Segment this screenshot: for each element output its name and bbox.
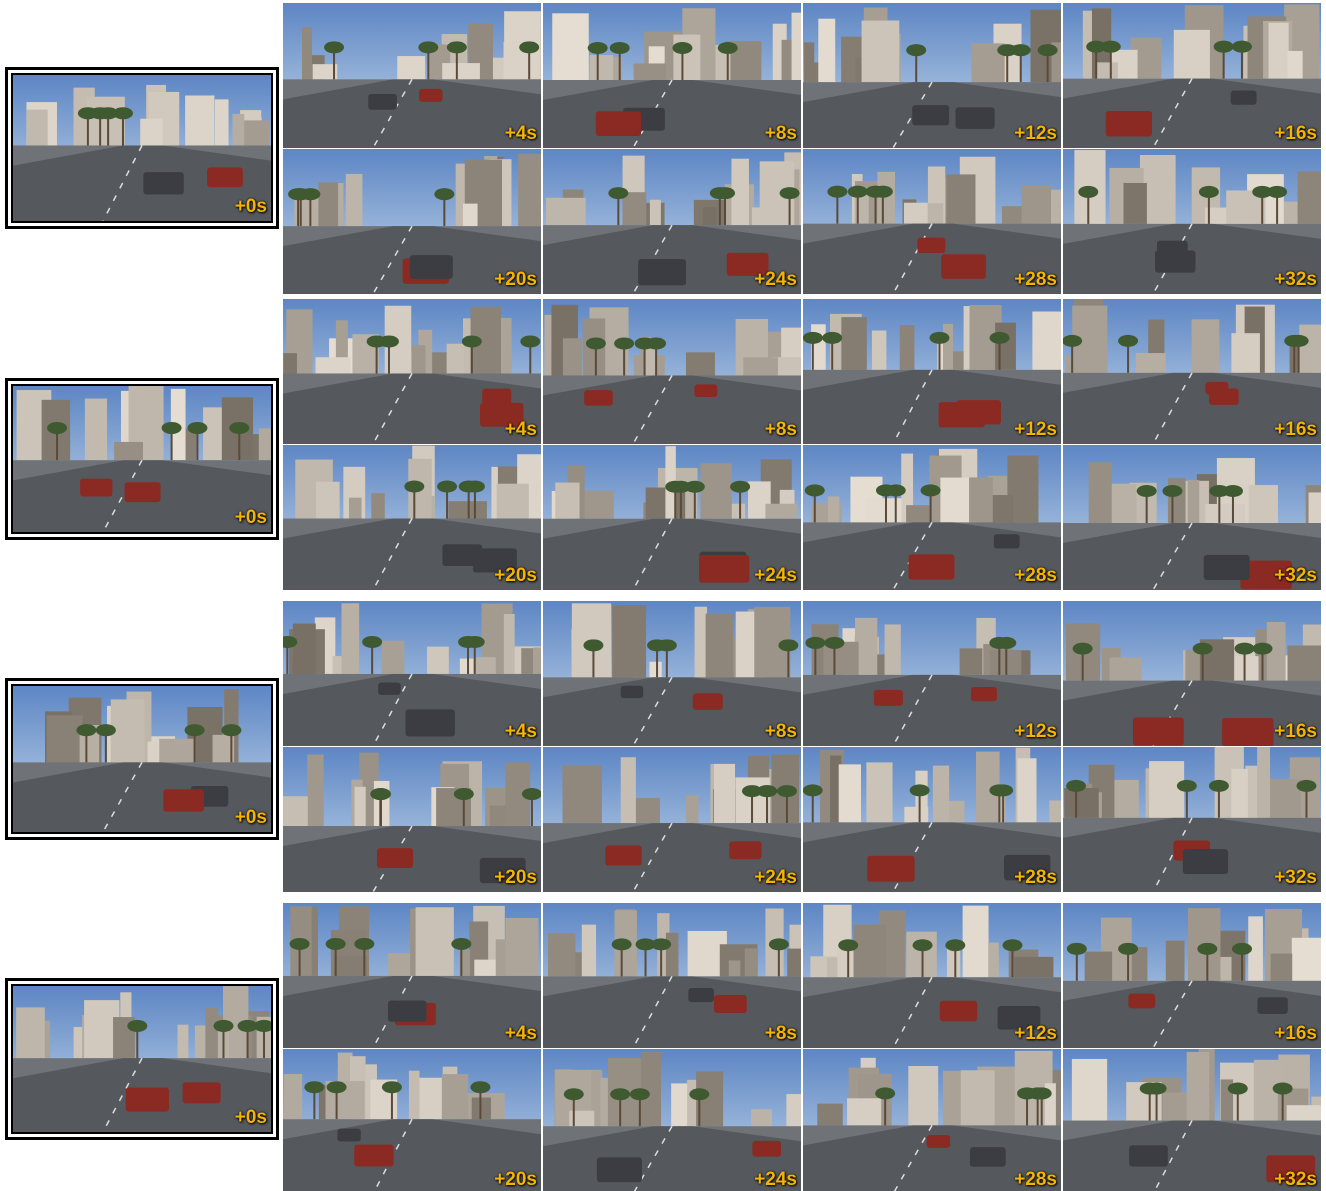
predicted-frame: +24s [543,149,801,294]
frame-image [283,903,541,1048]
initial-frame-inner: +0s [11,984,273,1134]
predicted-frame: +4s [283,601,541,746]
time-label: +24s [754,269,797,291]
time-label: +8s [765,419,797,441]
predicted-frame: +28s [803,445,1061,590]
predicted-frame: +28s [803,1049,1061,1191]
time-label: +12s [1014,1023,1057,1045]
frame-image [13,986,271,1132]
predicted-frame: +4s [283,903,541,1048]
initial-frame-box: +0s [5,67,279,229]
time-label: +4s [505,721,537,743]
time-label: +12s [1014,721,1057,743]
initial-frame: +0s [13,986,271,1132]
predicted-frame: +32s [1063,149,1321,294]
time-label: +28s [1014,1169,1057,1191]
predicted-frame: +20s [283,747,541,892]
initial-frame: +0s [13,75,271,221]
time-label: +24s [754,1169,797,1191]
initial-frame-inner: +0s [11,73,273,223]
time-label: +28s [1014,269,1057,291]
time-label: +20s [494,565,537,587]
initial-frame-box: +0s [5,378,279,540]
time-label: +4s [505,1023,537,1045]
frame-image [13,686,271,832]
time-label: +0s [235,1107,267,1129]
frame-image [283,3,541,148]
figure: +0s +4s +8s +12s +16s +20s +24s +28s +32s +0s +4s +… [0,0,1326,1191]
time-label: +12s [1014,419,1057,441]
time-label: +8s [765,1023,797,1045]
predicted-frame: +28s [803,747,1061,892]
predicted-frame: +32s [1063,747,1321,892]
frame-image [543,601,801,746]
predicted-frame: +28s [803,149,1061,294]
frame-image [283,601,541,746]
time-label: +0s [235,507,267,529]
frame-image [543,299,801,444]
predicted-frame: +4s [283,3,541,148]
time-label: +20s [494,269,537,291]
initial-frame-inner: +0s [11,684,273,834]
frame-image [13,386,271,532]
predicted-frame: +12s [803,601,1061,746]
frame-image [283,299,541,444]
time-label: +16s [1274,1023,1317,1045]
predicted-frame: +12s [803,903,1061,1048]
predicted-frame: +32s [1063,445,1321,590]
predicted-frame: +16s [1063,299,1321,444]
time-label: +32s [1274,867,1317,889]
predicted-frame: +20s [283,149,541,294]
time-label: +8s [765,721,797,743]
predicted-frame: +8s [543,3,801,148]
predicted-frame: +8s [543,903,801,1048]
initial-frame: +0s [13,386,271,532]
initial-frame-box: +0s [5,678,279,840]
predicted-frame: +12s [803,3,1061,148]
predicted-frame: +24s [543,747,801,892]
time-label: +16s [1274,419,1317,441]
time-label: +8s [765,123,797,145]
time-label: +28s [1014,565,1057,587]
initial-frame-box: +0s [5,978,279,1140]
time-label: +0s [235,196,267,218]
predicted-frame: +16s [1063,3,1321,148]
time-label: +20s [494,1169,537,1191]
time-label: +12s [1014,123,1057,145]
time-label: +4s [505,123,537,145]
predicted-frame: +20s [283,445,541,590]
time-label: +32s [1274,565,1317,587]
predicted-frame: +24s [543,445,801,590]
predicted-frame: +8s [543,299,801,444]
initial-frame: +0s [13,686,271,832]
predicted-frame: +8s [543,601,801,746]
time-label: +28s [1014,867,1057,889]
frame-image [13,75,271,221]
time-label: +0s [235,807,267,829]
initial-frame-inner: +0s [11,384,273,534]
frame-image [543,903,801,1048]
time-label: +16s [1274,123,1317,145]
time-label: +24s [754,565,797,587]
predicted-frame: +4s [283,299,541,444]
predicted-frame: +16s [1063,903,1321,1048]
time-label: +32s [1274,1169,1317,1191]
time-label: +4s [505,419,537,441]
time-label: +32s [1274,269,1317,291]
time-label: +24s [754,867,797,889]
time-label: +20s [494,867,537,889]
predicted-frame: +16s [1063,601,1321,746]
predicted-frame: +20s [283,1049,541,1191]
frame-image [543,3,801,148]
predicted-frame: +24s [543,1049,801,1191]
predicted-frame: +12s [803,299,1061,444]
predicted-frame: +32s [1063,1049,1321,1191]
time-label: +16s [1274,721,1317,743]
